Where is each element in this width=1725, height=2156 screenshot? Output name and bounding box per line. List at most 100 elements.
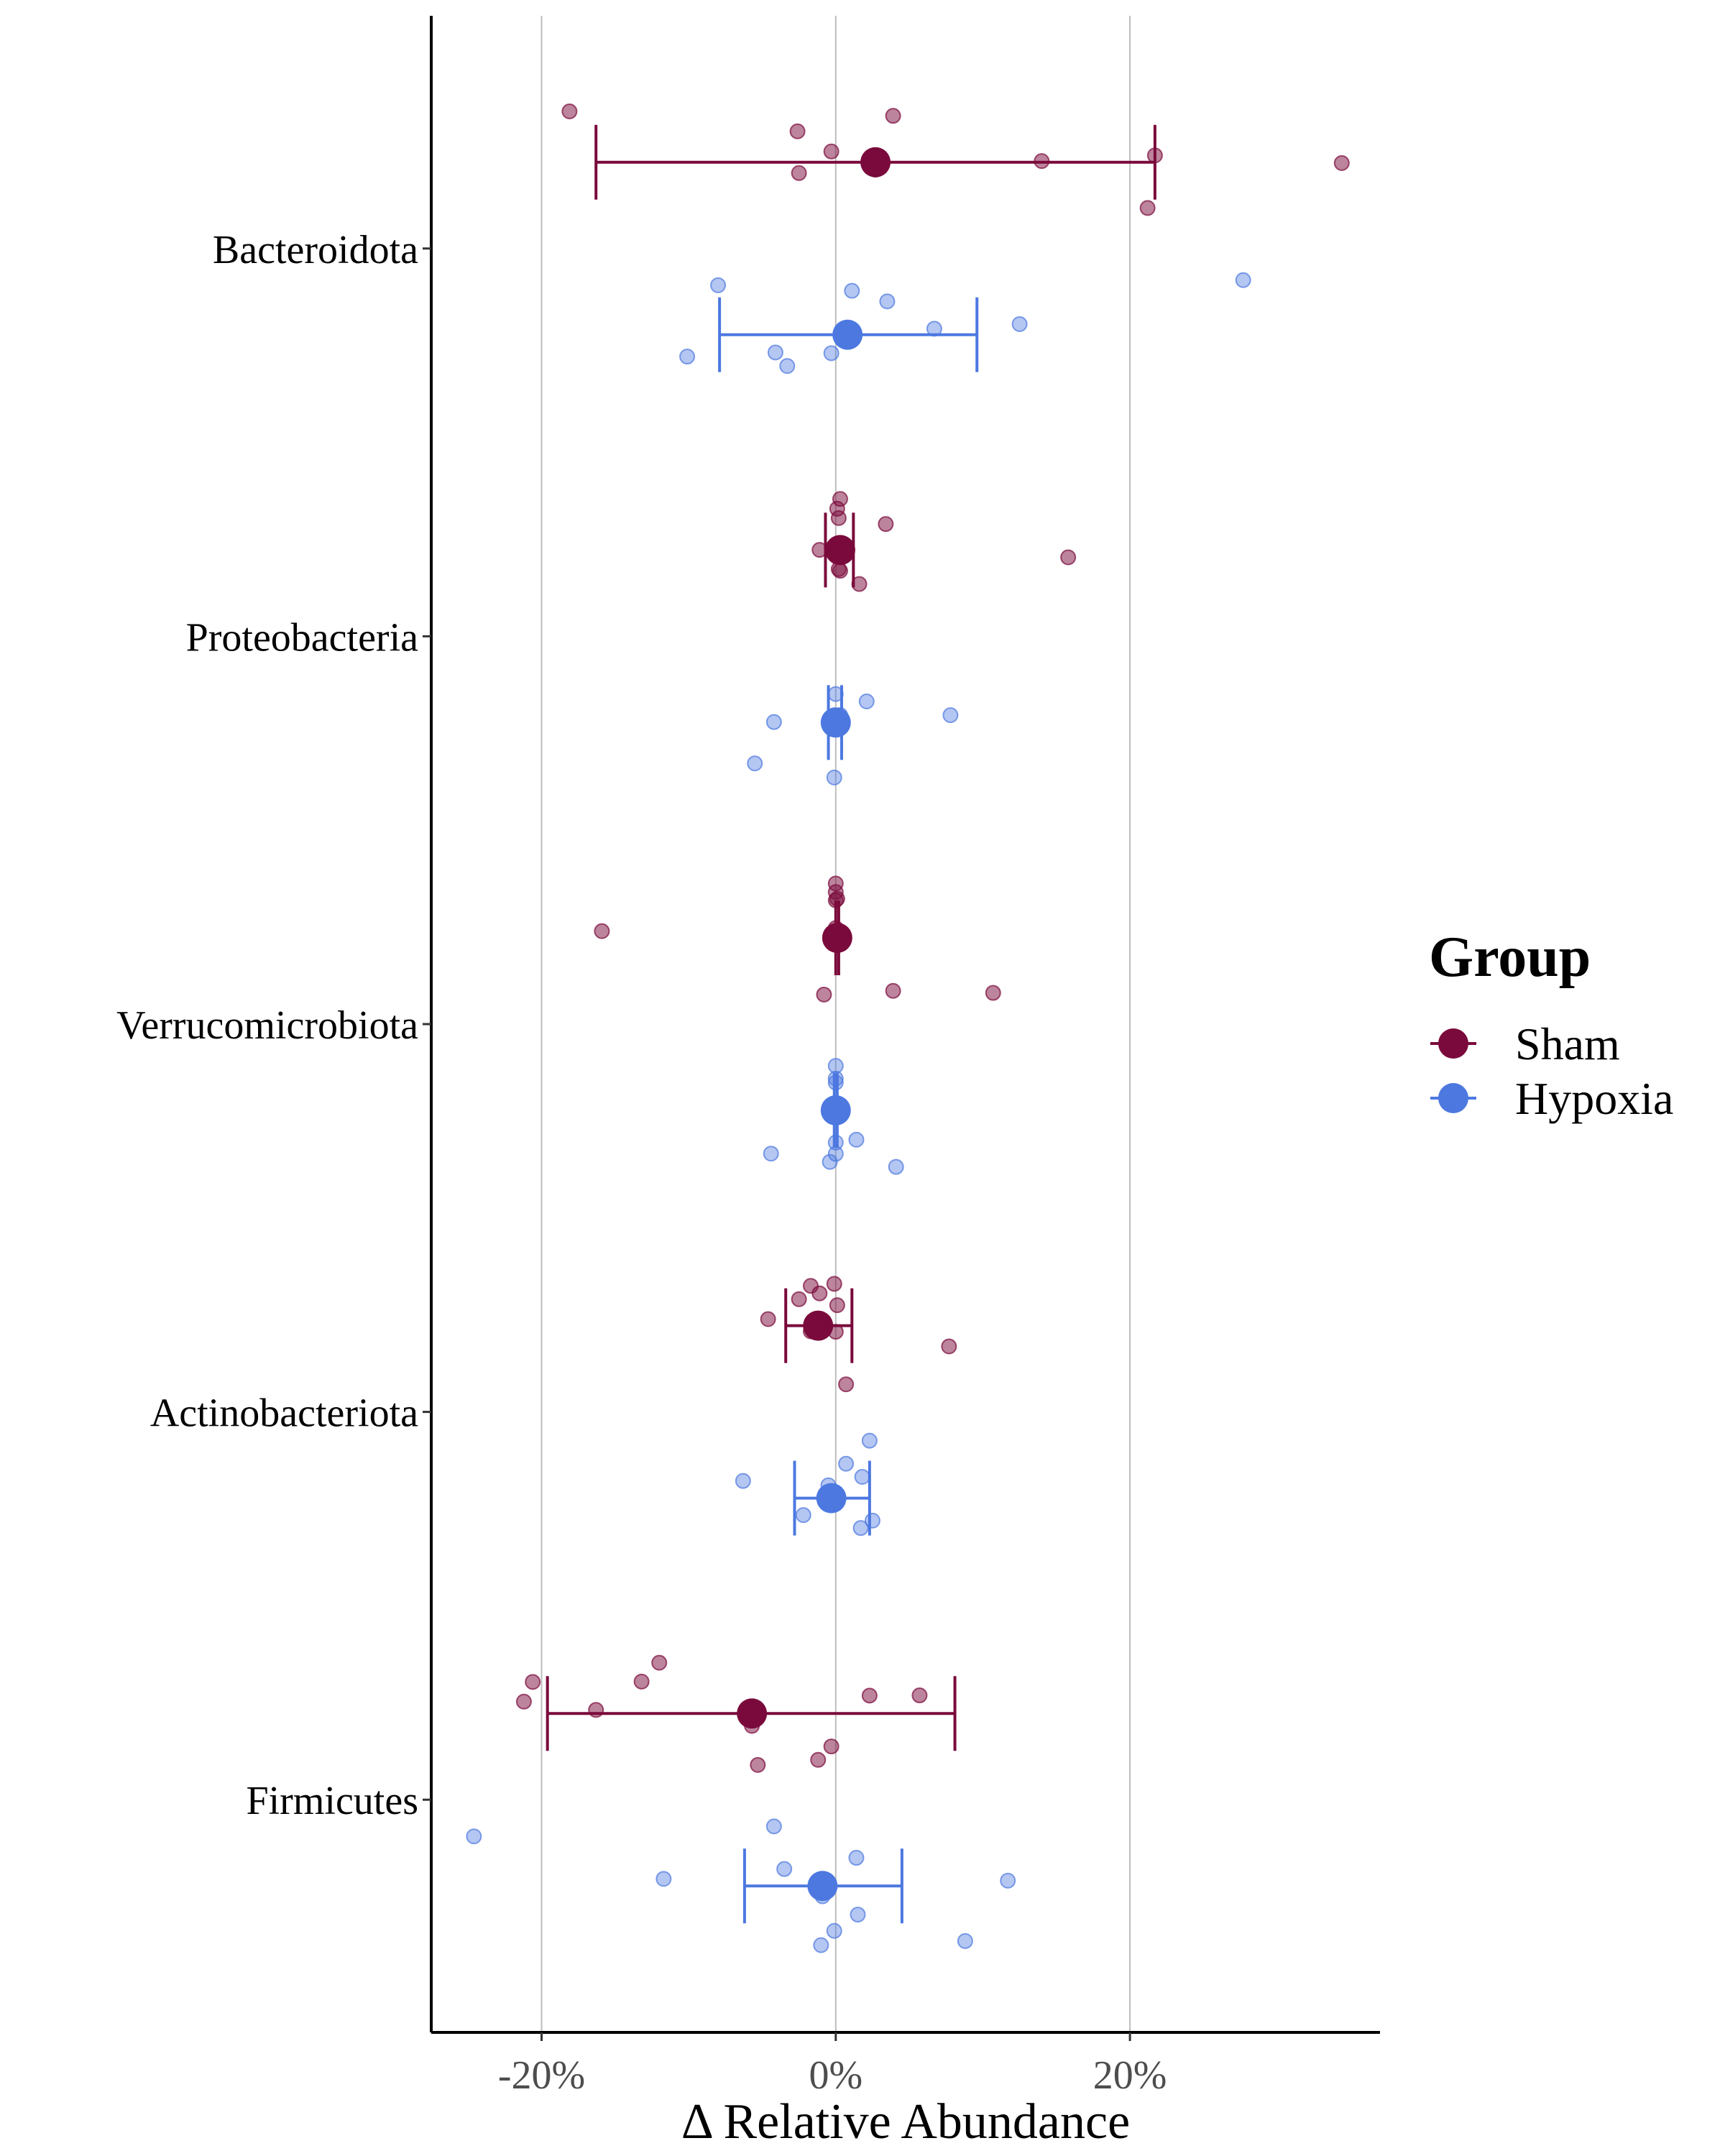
hypoxia-data-point [827,1134,844,1151]
sham-data-point [633,1673,650,1690]
hypoxia-data-point [1011,316,1028,333]
sham-data-point [760,1311,776,1327]
sham-data-point [811,1285,828,1302]
sham-data-point [838,1376,855,1393]
sham-data-point [861,1687,878,1704]
category-label: Actinobacteriota [150,1391,418,1436]
sham-data-point [525,1674,541,1690]
sham-data-point [832,563,848,579]
hypoxia-data-point [710,277,727,293]
legend-label-hypoxia: Hypoxia [1515,1073,1673,1124]
hypoxia-data-point [1000,1872,1016,1889]
sham-mean-point [822,923,852,953]
gridlines [540,16,1131,2032]
sham-data-point [789,123,806,139]
x-axis-title: Δ Relative Abundance [681,2094,1130,2150]
sham-data-point [816,986,832,1003]
sham-data-point [811,542,828,558]
hypoxia-data-point [735,1473,751,1489]
data-points [466,103,1350,1953]
hypoxia-data-point [888,1158,904,1175]
hypoxia-data-point [822,1153,838,1170]
hypoxia-data-point [827,1146,844,1162]
hypoxia-data-point [858,693,875,709]
hypoxia-data-point [852,1520,869,1537]
hypoxia-data-point [838,1455,855,1472]
sham-data-point [829,500,845,517]
hypoxia-data-point [926,321,942,337]
hypoxia-data-point [779,358,796,374]
sham-data-point [594,923,610,939]
sham-mean-point [824,535,855,566]
category-label: Proteobacteria [186,615,419,660]
sham-data-point [810,1751,827,1768]
hypoxia-data-point [765,1818,782,1835]
axes [430,16,1380,2034]
group-means [737,147,891,1902]
sham-data-point [911,1687,928,1704]
legend-key-dot [1438,1083,1468,1113]
hypoxia-data-point [795,1507,811,1524]
sham-data-point [1060,549,1077,566]
hypoxia-data-point [656,1871,672,1887]
sham-data-point [791,1291,807,1307]
hypoxia-data-point [765,714,782,730]
hypoxia-data-point [1235,272,1251,288]
sham-data-point [561,103,578,119]
sham-data-point [941,1338,957,1355]
sham-data-point [588,1702,604,1718]
hypoxia-data-point [848,1850,865,1866]
hypoxia-mean-point [820,707,851,738]
sham-mean-point [737,1698,768,1729]
sham-mean-point [860,147,891,178]
error-bars [546,124,1156,1924]
legend-title: Group [1429,926,1591,989]
sham-data-point [515,1693,532,1710]
sham-data-point [823,143,840,160]
category-label: Verrucomicrobiota [116,1003,418,1048]
hypoxia-mean-point [807,1871,838,1902]
sham-data-point [1034,153,1050,170]
hypoxia-data-point [823,345,840,361]
sham-data-point [823,1738,840,1755]
hypoxia-data-point [848,1131,865,1148]
sham-data-point [1146,147,1163,164]
x-tick-label: -20% [498,2053,585,2098]
hypoxia-data-point [827,686,844,702]
category-label: Firmicutes [246,1779,418,1823]
hypoxia-data-point [776,1861,793,1877]
hypoxia-data-point [747,755,763,772]
hypoxia-data-point [827,1074,844,1091]
legend-label-sham: Sham [1515,1018,1620,1069]
sham-data-point [827,892,844,908]
sham-data-point [851,576,868,592]
hypoxia-data-point [827,1058,844,1074]
hypoxia-data-point [957,1932,973,1949]
axis-labels: -20% 0% 20% Bacteroidota Proteobacteria Verru… [116,228,1167,2098]
sham-data-point [885,982,901,999]
hypoxia-data-point [466,1828,482,1845]
sham-data-point [878,516,894,533]
sham-data-point [985,985,1001,1001]
sham-data-point [1333,155,1350,171]
sham-data-point [791,165,807,181]
sham-data-point [826,1276,842,1292]
hypoxia-mean-point [816,1483,847,1514]
sham-mean-point [803,1310,834,1341]
hypoxia-data-point [864,1512,880,1529]
hypoxia-data-point [826,1922,842,1939]
x-tick-label: 20% [1093,2053,1167,2098]
x-tick-label: 0% [809,2053,862,2098]
hypoxia-data-point [861,1432,878,1449]
legend-key-dot [1438,1028,1468,1059]
sham-data-point [885,108,901,124]
sham-data-point [829,1297,845,1314]
hypoxia-data-point [813,1937,829,1953]
hypoxia-data-point [850,1907,866,1923]
category-label: Bacteroidota [213,228,418,272]
hypoxia-data-point [827,1070,844,1087]
sham-data-point [1139,200,1156,216]
